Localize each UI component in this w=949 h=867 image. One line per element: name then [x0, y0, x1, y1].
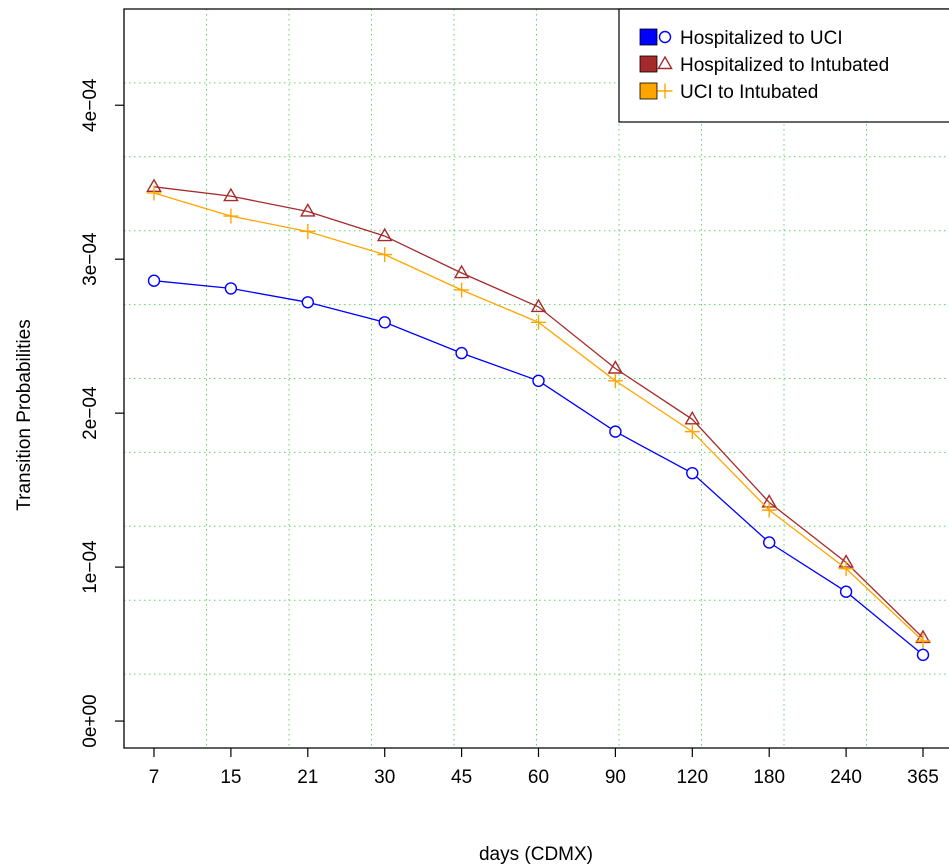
- y-tick-label: 0e+00: [80, 694, 101, 747]
- legend-label: Hospitalized to Intubated: [680, 55, 889, 76]
- legend-marker-triangle: [657, 55, 673, 70]
- x-tick-label: 180: [753, 767, 785, 788]
- x-tick-label: 45: [451, 767, 472, 788]
- legend-label: UCI to Intubated: [680, 82, 818, 103]
- legend-marker-plus: [657, 83, 673, 99]
- data-point-plus: [377, 247, 393, 263]
- data-point-triangle: [299, 203, 316, 217]
- x-tick-label: 15: [220, 767, 241, 788]
- legend-label: Hospitalized to UCI: [680, 28, 843, 49]
- data-point-circle: [916, 648, 930, 662]
- data-point-plus: [454, 282, 470, 298]
- x-tick-label: 120: [676, 767, 708, 788]
- data-point-circle: [763, 536, 776, 549]
- x-tick-label: 21: [297, 767, 318, 788]
- data-point-circle: [609, 425, 622, 438]
- y-tick-label: 1e−04: [80, 540, 101, 594]
- series-line: [153, 186, 924, 639]
- data-point-plus: [146, 185, 162, 201]
- data-point-circle: [686, 466, 699, 480]
- data-point-plus: [607, 373, 623, 389]
- data-point-triangle: [376, 227, 393, 242]
- data-point-plus: [761, 502, 777, 518]
- data-point-circle: [455, 346, 468, 360]
- x-tick-label: 60: [528, 767, 549, 788]
- legend-swatch: [639, 55, 658, 73]
- data-point-circle: [224, 282, 238, 295]
- y-tick-label: 3e−04: [80, 232, 101, 286]
- legend-swatch: [639, 28, 658, 46]
- data-point-plus: [223, 208, 239, 224]
- data-point-plus: [915, 633, 931, 649]
- y-tick-label: 4e−04: [80, 78, 101, 132]
- data-point-circle: [839, 585, 853, 598]
- y-tick-label: 2e−04: [80, 386, 101, 440]
- x-tick-label: 90: [605, 767, 626, 788]
- plot-frame: [123, 8, 949, 749]
- data-point-circle: [378, 316, 391, 329]
- legend-marker-circle: [658, 30, 672, 44]
- series-lines: [146, 178, 931, 662]
- data-point-plus: [684, 424, 700, 440]
- x-axis-label: days (CDMX): [479, 844, 593, 865]
- data-point-plus: [531, 314, 546, 330]
- data-point-triangle: [684, 410, 701, 425]
- data-point-triangle: [530, 298, 547, 313]
- legend: Hospitalized to UCI Hospitalized to Intub…: [618, 8, 949, 123]
- axes: 0e+00 1e−04 2e−04 3e−04 4e−04 7 15 21 30 45 60 90 12…: [80, 8, 949, 788]
- x-tick-label: 240: [830, 767, 862, 788]
- data-point-triangle: [223, 187, 239, 202]
- y-axis-label: Transition Probabilities: [14, 319, 35, 511]
- data-point-circle: [147, 274, 161, 287]
- data-point-plus: [300, 223, 316, 239]
- data-point-triangle: [607, 360, 624, 374]
- series-line: [153, 280, 924, 656]
- x-tick-label: 7: [149, 767, 160, 788]
- grid: [124, 9, 949, 748]
- series-line: [153, 192, 924, 642]
- data-point-triangle: [453, 264, 470, 279]
- legend-box: [618, 8, 949, 123]
- x-tick-label: 30: [374, 767, 395, 788]
- data-point-plus: [838, 561, 854, 577]
- data-point-circle: [532, 374, 545, 388]
- x-tick-label: 365: [907, 767, 939, 788]
- legend-swatch: [639, 82, 658, 100]
- data-point-circle: [301, 296, 314, 309]
